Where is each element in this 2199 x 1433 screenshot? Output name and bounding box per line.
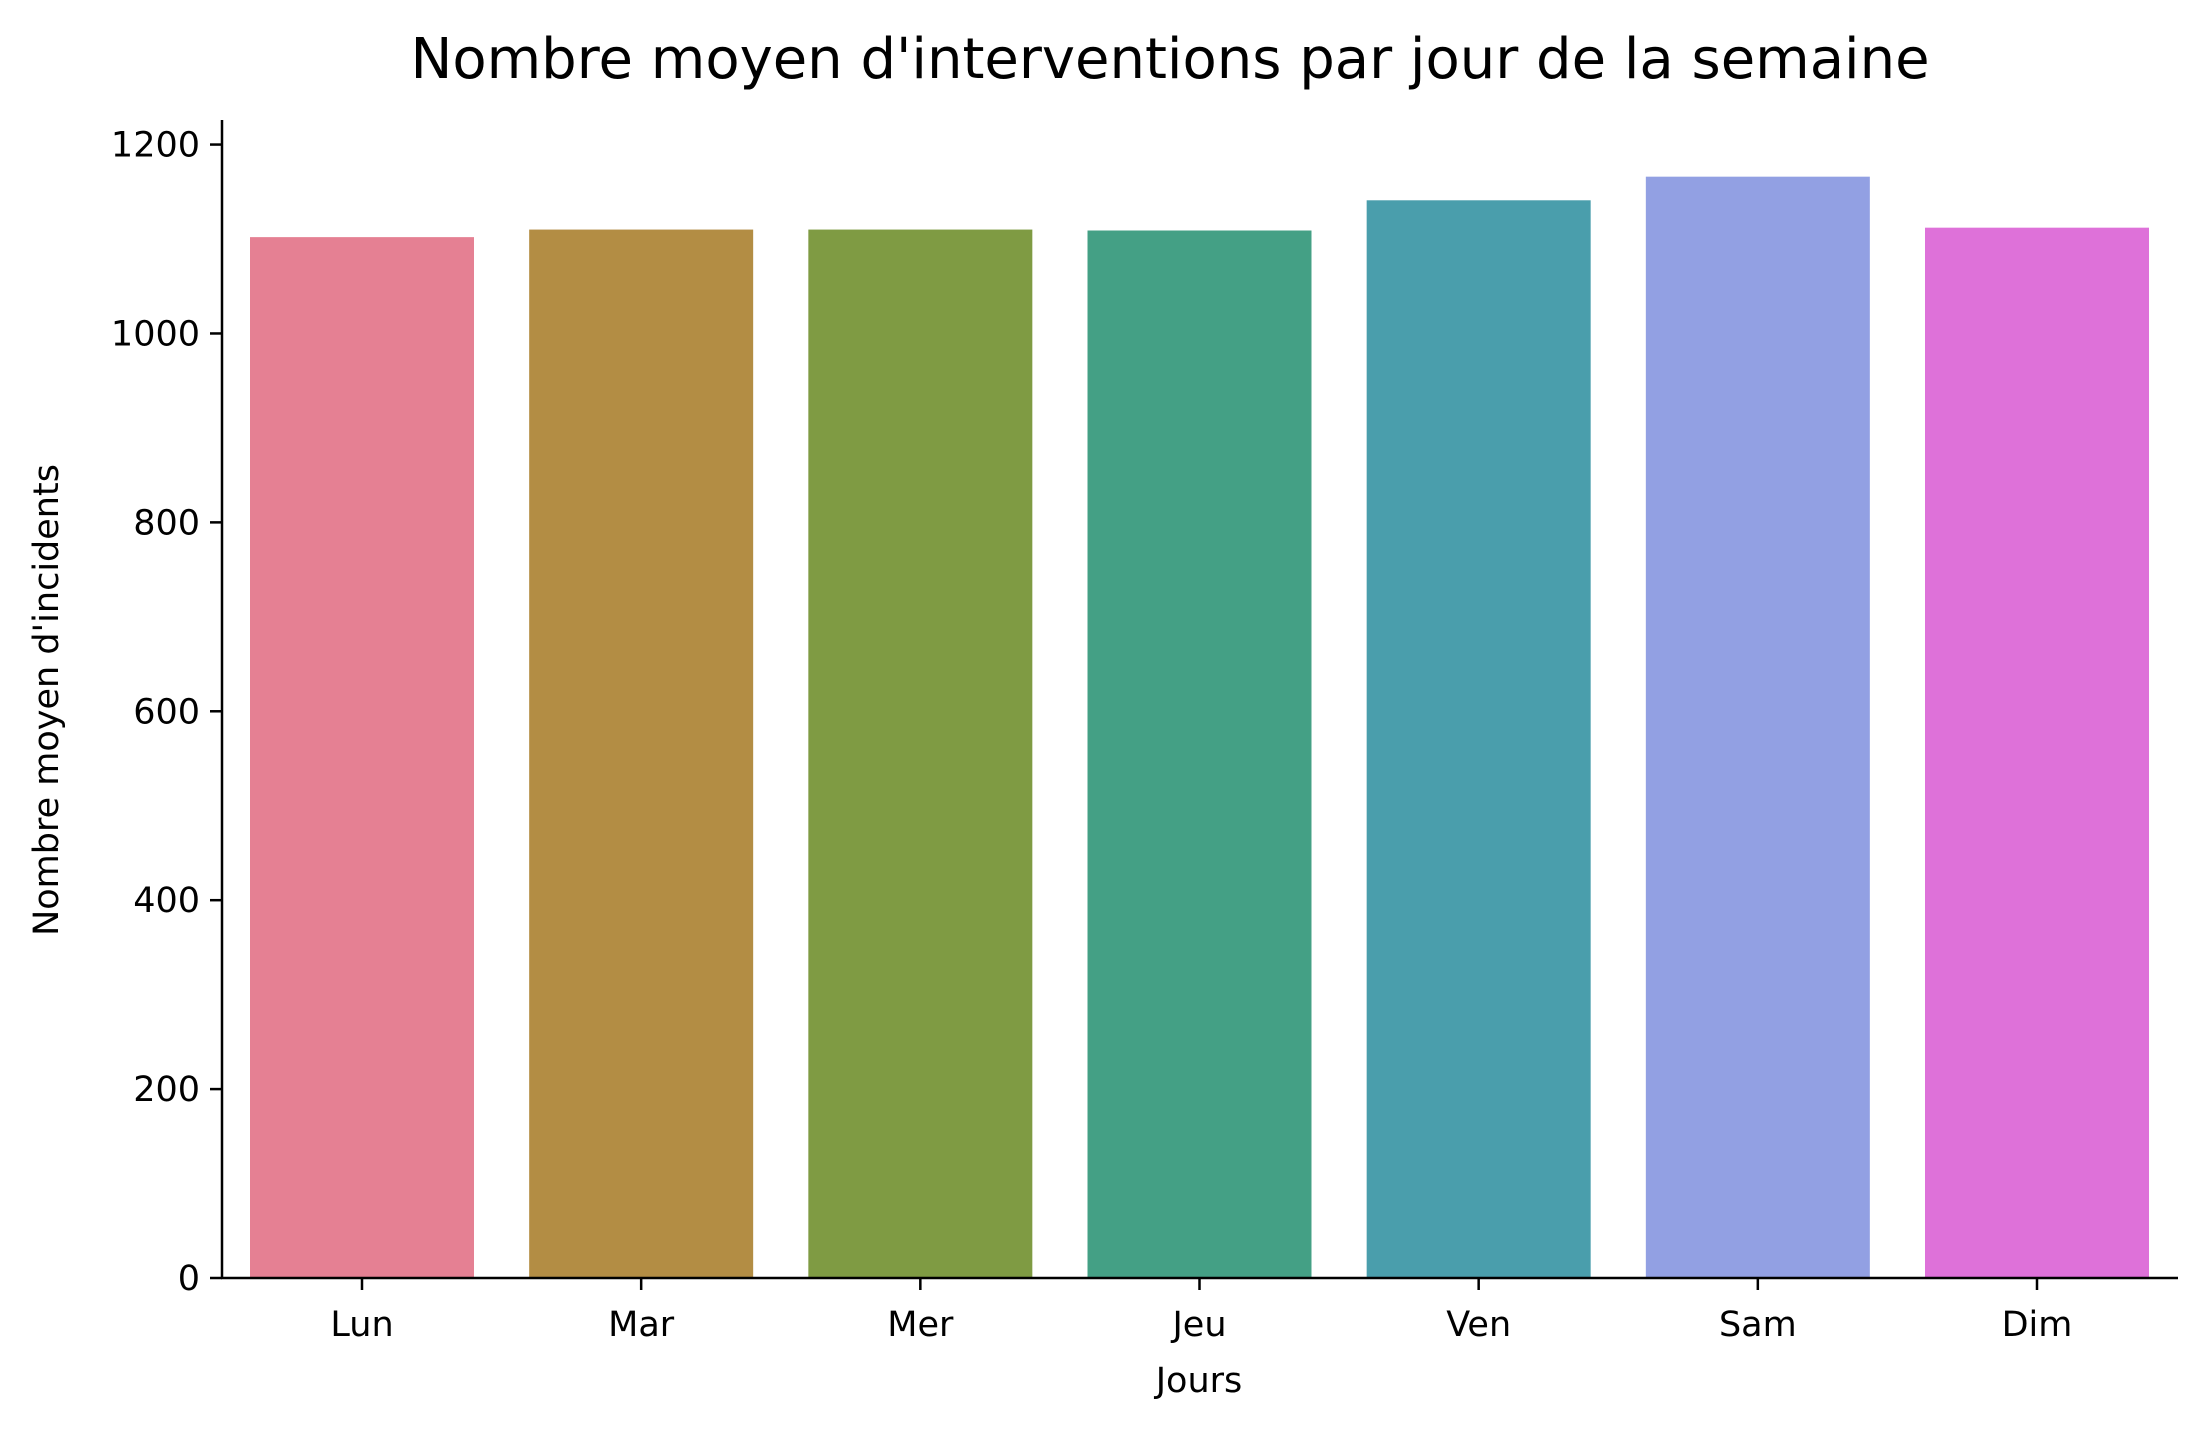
y-tick-label: 800 (133, 503, 200, 543)
x-tick-label: Mer (887, 1305, 954, 1345)
y-tick-label: 0 (178, 1259, 200, 1299)
bar-ven (1366, 200, 1591, 1278)
y-tick-label: 400 (133, 881, 200, 921)
y-tick-label: 1200 (111, 126, 200, 166)
x-tick-label: Sam (1719, 1305, 1797, 1345)
bar-jeu (1087, 230, 1312, 1278)
bar-dim (1925, 227, 2149, 1278)
y-tick-label: 200 (133, 1070, 200, 1110)
x-tick-label: Jeu (1170, 1305, 1226, 1345)
x-tick-label: Lun (330, 1305, 393, 1345)
chart-title: Nombre moyen d'interventions par jour de… (410, 27, 1929, 92)
bar-mer (808, 229, 1033, 1279)
x-tick-label: Mar (608, 1305, 675, 1345)
y-ticks: 0 200 400 600 800 1000 1200 (111, 126, 222, 1299)
x-tick-label: Dim (2002, 1305, 2073, 1345)
y-axis-label: Nombre moyen d'incidents (27, 464, 67, 936)
y-tick-label: 1000 (111, 314, 200, 354)
bar-sam (1645, 176, 1870, 1278)
x-ticks: Lun Mar Mer Jeu Ven Sam Dim (330, 1278, 2072, 1345)
bar-lun (250, 237, 474, 1279)
y-tick-label: 600 (133, 692, 200, 732)
x-tick-label: Ven (1446, 1305, 1511, 1345)
bar-mar (529, 229, 754, 1279)
bars-layer (250, 176, 2149, 1279)
x-axis-label: Jours (1154, 1361, 1243, 1401)
